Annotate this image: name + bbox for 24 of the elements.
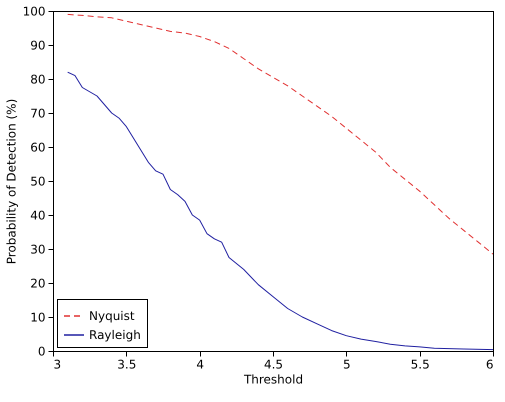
y-tick-label: 10 — [30, 310, 46, 324]
y-tick-label: 0 — [38, 344, 46, 358]
legend-label: Rayleigh — [89, 328, 141, 342]
y-tick-label: 60 — [30, 140, 46, 154]
x-tick-label: 3.5 — [117, 358, 136, 372]
y-tick-label: 20 — [30, 276, 46, 290]
y-tick-label: 100 — [22, 4, 46, 18]
y-tick-label: 80 — [30, 72, 46, 86]
x-tick-label: 5.5 — [410, 358, 430, 372]
x-tick-label: 3 — [54, 358, 62, 372]
legend-label: Nyquist — [89, 309, 135, 323]
line-series — [67, 14, 493, 255]
y-axis-title: Probability of Detection (%) — [4, 98, 19, 264]
x-tick-label: 6 — [486, 358, 494, 372]
y-tick-label: 50 — [30, 174, 46, 188]
y-tick-label: 70 — [30, 106, 46, 120]
x-tick-label: 4.5 — [264, 358, 284, 372]
y-tick-label: 90 — [30, 38, 46, 52]
x-tick-label: 4 — [196, 358, 204, 372]
x-axis-title: Threshold — [242, 372, 304, 386]
y-tick-label: 40 — [30, 208, 46, 222]
line-series — [67, 72, 493, 350]
x-tick-label: 5 — [343, 358, 351, 372]
y-tick-label: 30 — [30, 242, 46, 256]
